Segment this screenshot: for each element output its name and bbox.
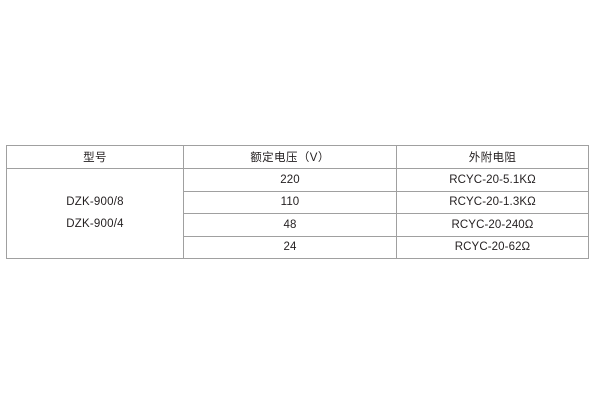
table-row: 24 RCYC-20-62Ω	[7, 235, 589, 259]
table-row: 48 RCYC-20-240Ω	[7, 213, 589, 237]
cell-voltage: 220	[183, 168, 397, 192]
cell-resistor: RCYC-20-62Ω	[396, 235, 589, 259]
spec-table-container: 型号 额定电压（V） 外附电阻 DZK-900/8 DZK-900/4 220 …	[6, 145, 589, 259]
table-row: DZK-900/8 DZK-900/4 220 RCYC-20-5.1KΩ	[6, 168, 589, 259]
specification-table: 型号 额定电压（V） 外附电阻 DZK-900/8 DZK-900/4 220 …	[6, 145, 589, 259]
table-body: DZK-900/8 DZK-900/4 220 RCYC-20-5.1KΩ 11…	[6, 168, 589, 259]
column-header-voltage: 额定电压（V）	[183, 145, 397, 169]
column-header-resistor: 外附电阻	[396, 145, 589, 169]
model-name-line: DZK-900/8	[66, 196, 124, 209]
cell-resistor: RCYC-20-5.1KΩ	[396, 168, 589, 192]
cell-resistor: RCYC-20-240Ω	[396, 213, 589, 237]
model-merged-cell: DZK-900/8 DZK-900/4	[6, 168, 184, 259]
cell-resistor: RCYC-20-1.3KΩ	[396, 190, 589, 214]
cell-voltage: 110	[183, 190, 397, 214]
table-row: 110 RCYC-20-1.3KΩ	[7, 190, 589, 214]
column-header-model: 型号	[6, 145, 184, 169]
cell-voltage: 48	[183, 213, 397, 237]
cell-voltage: 24	[183, 235, 397, 259]
table-header-row: 型号 额定电压（V） 外附电阻	[6, 145, 589, 169]
model-name-line: DZK-900/4	[66, 217, 124, 230]
table-header: 型号 额定电压（V） 外附电阻	[6, 145, 589, 169]
